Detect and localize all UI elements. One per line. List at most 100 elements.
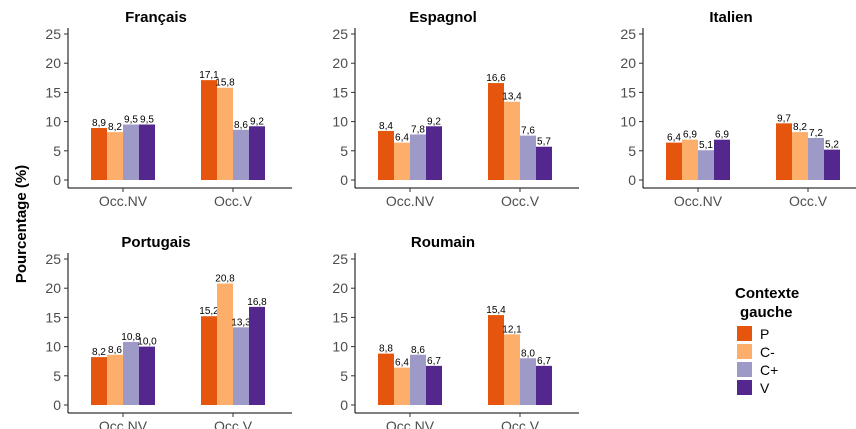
bar-p — [91, 357, 107, 405]
bar-v — [249, 306, 265, 405]
panel-title: Français — [125, 9, 187, 26]
y-tick-label: 20 — [620, 55, 636, 71]
data-label: 8,9 — [92, 118, 106, 129]
data-label: 5,2 — [825, 140, 839, 151]
bar-p — [488, 315, 504, 405]
y-tick-label: 10 — [620, 114, 636, 130]
bar-cplus — [410, 354, 426, 405]
panel-title: Italien — [709, 9, 752, 26]
data-label: 9,2 — [427, 116, 441, 127]
bar-v — [426, 365, 442, 405]
panel-title: Roumain — [411, 234, 475, 251]
y-tick-label: 10 — [332, 339, 348, 355]
y-tick-label: 0 — [53, 172, 61, 188]
bar-v — [249, 126, 265, 180]
y-tick-label: 20 — [332, 280, 348, 296]
data-label: 8,2 — [92, 347, 106, 358]
x-tick-label: Occ.V — [214, 193, 253, 209]
data-label: 16,8 — [247, 297, 267, 308]
bar-p — [378, 353, 394, 405]
y-tick-label: 0 — [628, 172, 636, 188]
data-label: 5,7 — [537, 137, 551, 148]
bar-cminus — [217, 87, 233, 180]
data-label: 8,6 — [411, 345, 425, 356]
bar-cminus — [792, 132, 808, 180]
bar-v — [824, 149, 840, 180]
data-label: 6,4 — [667, 133, 681, 144]
x-tick-label: Occ.V — [214, 418, 253, 429]
bar-cplus — [808, 137, 824, 180]
panel-title: Portugais — [121, 234, 190, 251]
y-tick-label: 5 — [340, 368, 348, 384]
bar-v — [536, 146, 552, 180]
bar-cminus — [217, 283, 233, 405]
bar-p — [378, 130, 394, 180]
bar-p — [488, 83, 504, 180]
bar-v — [139, 346, 155, 405]
data-label: 6,9 — [683, 130, 697, 141]
y-tick-label: 15 — [332, 309, 348, 325]
data-label: 8,4 — [379, 121, 393, 132]
y-tick-label: 0 — [53, 397, 61, 413]
data-label: 6,9 — [715, 130, 729, 141]
data-label: 5,1 — [699, 140, 713, 151]
x-tick-label: Occ.V — [501, 418, 540, 429]
data-label: 7,2 — [809, 128, 823, 139]
y-tick-label: 10 — [45, 114, 61, 130]
x-tick-label: Occ.NV — [99, 418, 148, 429]
bar-cplus — [410, 134, 426, 180]
bar-p — [201, 316, 217, 405]
legend-label: C- — [760, 344, 775, 360]
data-label: 10,8 — [121, 332, 141, 343]
data-label: 15,2 — [199, 306, 219, 317]
bar-cplus — [123, 124, 139, 180]
bar-v — [714, 139, 730, 180]
bar-cminus — [107, 132, 123, 180]
y-tick-label: 10 — [332, 114, 348, 130]
data-label: 9,2 — [250, 116, 264, 127]
bar-cplus — [520, 358, 536, 405]
data-label: 15,8 — [215, 78, 235, 89]
y-tick-label: 5 — [340, 143, 348, 159]
bar-v — [536, 365, 552, 405]
bar-p — [201, 80, 217, 180]
y-tick-label: 0 — [340, 172, 348, 188]
bar-cminus — [394, 142, 410, 180]
data-label: 7,8 — [411, 124, 425, 135]
y-tick-label: 25 — [332, 251, 348, 267]
bar-cminus — [394, 367, 410, 405]
bar-v — [426, 126, 442, 180]
data-label: 8,6 — [108, 345, 122, 356]
y-tick-label: 15 — [45, 84, 61, 100]
bar-cplus — [233, 129, 249, 180]
x-tick-label: Occ.V — [789, 193, 828, 209]
legend-swatch — [737, 344, 752, 359]
bar-cplus — [233, 327, 249, 405]
y-tick-label: 20 — [45, 55, 61, 71]
legend-label: C+ — [760, 362, 778, 378]
legend-title-line2: gauche — [740, 304, 793, 321]
y-tick-label: 10 — [45, 339, 61, 355]
y-tick-label: 20 — [332, 55, 348, 71]
data-label: 8,2 — [108, 122, 122, 133]
y-tick-label: 25 — [620, 26, 636, 42]
data-label: 8,6 — [234, 120, 248, 131]
x-tick-label: Occ.NV — [386, 193, 435, 209]
bar-cplus — [123, 341, 139, 405]
data-label: 9,5 — [124, 115, 138, 126]
bar-cplus — [520, 135, 536, 180]
y-tick-label: 5 — [53, 368, 61, 384]
y-axis-label: Pourcentage (%) — [13, 165, 30, 283]
data-label: 13,4 — [502, 92, 522, 103]
y-tick-label: 15 — [620, 84, 636, 100]
y-tick-label: 25 — [45, 26, 61, 42]
data-label: 10,0 — [137, 337, 157, 348]
bar-cminus — [107, 354, 123, 405]
data-label: 6,4 — [395, 133, 409, 144]
panel-title: Espagnol — [409, 9, 477, 26]
y-tick-label: 5 — [53, 143, 61, 159]
data-label: 17,1 — [199, 70, 219, 81]
data-label: 8,0 — [521, 348, 535, 359]
